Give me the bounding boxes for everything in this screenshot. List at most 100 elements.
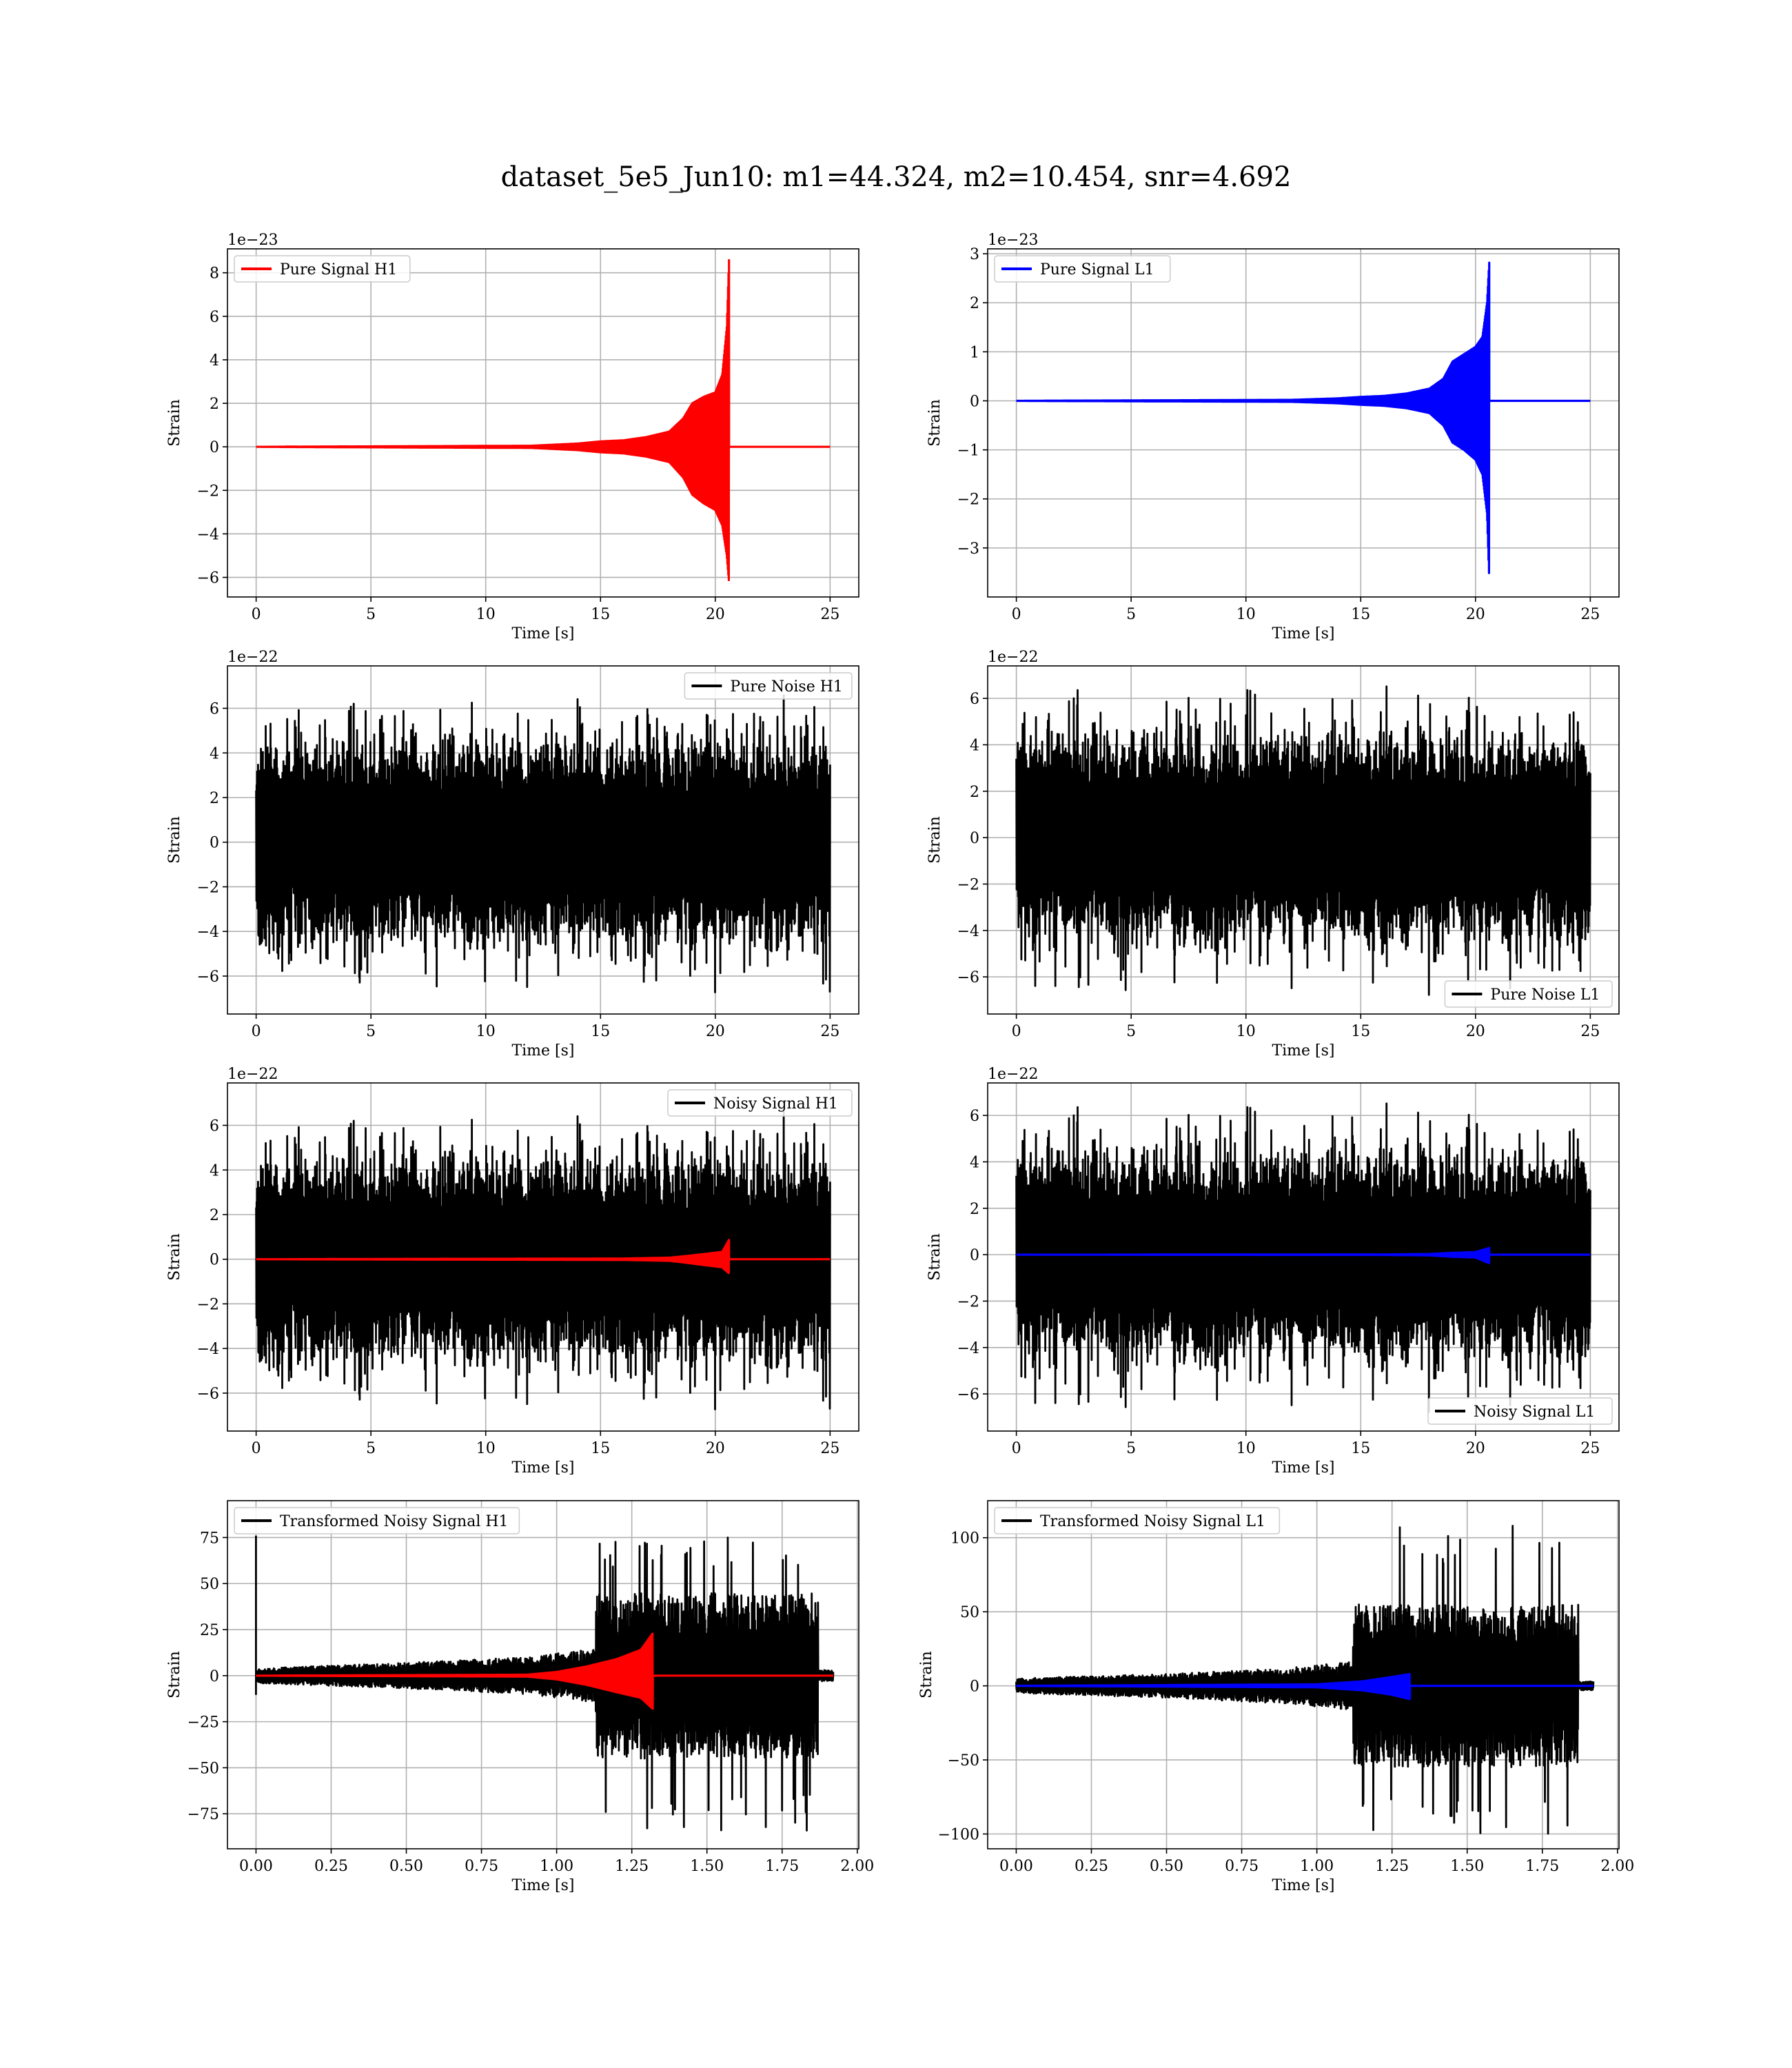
y-tick-label: −2 [957, 1293, 979, 1310]
y-tick-label: 6 [210, 1118, 219, 1135]
legend: Noisy Signal L1 [1427, 1397, 1613, 1425]
y-tick-label: 4 [210, 745, 219, 762]
axes-frame [227, 665, 859, 1015]
legend-label: Pure Noise H1 [730, 678, 843, 696]
legend-frame [667, 1089, 853, 1117]
series-line-1 [1015, 1672, 1594, 1701]
x-tick-label: 25 [1580, 606, 1600, 623]
series-line-0 [1015, 685, 1591, 996]
y-tick-label: 4 [970, 737, 979, 754]
legend-label: Pure Signal L1 [1040, 261, 1154, 278]
x-tick-label: 1.25 [615, 1858, 649, 1875]
y-tick-label: −3 [957, 540, 979, 558]
legend-frame [234, 1507, 520, 1534]
x-tick-label: 5 [1126, 1440, 1136, 1457]
legend: Pure Signal H1 [234, 255, 411, 283]
x-axis-label: Time [s] [511, 1459, 574, 1477]
x-axis-label: Time [s] [511, 625, 574, 642]
axes-frame [987, 1500, 1620, 1849]
x-tick-label: 1.75 [765, 1858, 799, 1875]
series-line-0 [1015, 1102, 1591, 1413]
y-tick-label: −2 [957, 876, 979, 893]
y-axis-label: Strain [926, 816, 944, 864]
y-offset-label: 1e−23 [988, 232, 1038, 249]
y-offset-label: 1e−22 [988, 649, 1038, 666]
y-tick-label: 0 [210, 835, 219, 852]
y-tick-label: 4 [970, 1154, 979, 1171]
x-tick-label: 20 [706, 1440, 725, 1457]
axes-frame [227, 1500, 859, 1849]
x-tick-label: 20 [1466, 1440, 1485, 1457]
y-offset-label: 1e−22 [227, 649, 278, 666]
x-tick-label: 15 [1351, 606, 1370, 623]
y-tick-label: −50 [187, 1760, 219, 1777]
x-tick-label: 25 [820, 1440, 839, 1457]
y-axis-label: Strain [926, 1233, 944, 1281]
x-tick-label: 0.50 [389, 1858, 423, 1875]
y-tick-label: 0 [210, 1668, 219, 1685]
y-tick-label: −6 [957, 969, 979, 986]
y-tick-label: 75 [200, 1530, 219, 1547]
x-tick-label: 0 [1012, 606, 1021, 623]
y-tick-label: −6 [197, 969, 219, 986]
x-tick-label: 0.75 [1225, 1858, 1259, 1875]
x-tick-label: 10 [1236, 1440, 1256, 1457]
x-tick-label: 0.00 [239, 1858, 273, 1875]
series-line-1 [255, 1239, 831, 1275]
axes-frame [227, 1082, 859, 1432]
x-tick-label: 20 [1466, 1023, 1485, 1040]
legend: Transformed Noisy Signal L1 [994, 1507, 1281, 1534]
x-tick-label: 0 [252, 606, 261, 623]
y-tick-label: 8 [210, 265, 219, 283]
y-axis-label: Strain [918, 1651, 935, 1699]
y-tick-label: −2 [197, 879, 219, 896]
y-tick-label: −100 [938, 1827, 979, 1844]
x-tick-label: 0 [1012, 1023, 1021, 1040]
subplot-transformed-noisy-signal-l1: 0.00 0.25 0.50 0.75 1.00 1.25 1.50 1.75 2.00 −100… [918, 1500, 1634, 1894]
subplot-pure-noise-h1: 0 5 10 15 20 25 −6 −4 −2 0 2 4 6 Time [s] Strain 1e−22 P… [166, 649, 859, 1060]
x-tick-label: 15 [591, 1023, 610, 1040]
legend: Pure Noise L1 [1444, 980, 1613, 1008]
subplot-pure-noise-l1: 0 5 10 15 20 25 −6 −4 −2 0 2 4 6 Time [s] Strain 1e−22 P… [926, 649, 1620, 1060]
series-line-1 [255, 1632, 833, 1710]
y-tick-label: 4 [210, 1162, 219, 1179]
y-tick-label: 0 [210, 439, 219, 456]
legend-label: Noisy Signal L1 [1474, 1403, 1595, 1421]
x-tick-label: 10 [476, 1023, 496, 1040]
legend-label: Pure Signal H1 [280, 261, 397, 278]
legend-frame [994, 255, 1171, 283]
x-tick-label: 0.25 [1075, 1858, 1108, 1875]
y-tick-label: −4 [957, 923, 979, 940]
x-tick-label: 10 [1236, 1023, 1256, 1040]
y-tick-label: −6 [197, 570, 219, 587]
axes-frame [227, 248, 859, 598]
x-tick-label: 25 [1580, 1440, 1600, 1457]
y-tick-label: −4 [197, 924, 219, 941]
y-axis-label: Strain [166, 399, 183, 447]
legend-label: Transformed Noisy Signal H1 [280, 1513, 509, 1530]
x-tick-label: 0.25 [314, 1858, 348, 1875]
x-tick-label: 10 [1236, 606, 1256, 623]
x-tick-label: 5 [366, 606, 376, 623]
y-tick-label: 0 [970, 1679, 979, 1696]
y-axis-label: Strain [166, 1651, 183, 1699]
series-line-0 [255, 258, 831, 582]
series-line-0 [1015, 261, 1591, 574]
x-tick-label: 1.00 [1300, 1858, 1334, 1875]
legend: Pure Noise H1 [684, 672, 853, 700]
x-tick-label: 10 [476, 606, 496, 623]
x-tick-label: 1.25 [1375, 1858, 1409, 1875]
x-tick-label: 0.00 [999, 1858, 1033, 1875]
y-tick-label: 0 [210, 1252, 219, 1269]
y-tick-label: 6 [210, 309, 219, 326]
y-tick-label: 50 [200, 1576, 219, 1593]
y-tick-label: 100 [950, 1530, 979, 1548]
x-tick-label: 0.75 [465, 1858, 498, 1875]
subplot-noisy-signal-h1: 0 5 10 15 20 25 −6 −4 −2 0 2 4 6 Time [s] Strain 1e−22 N… [166, 1066, 859, 1477]
subplot-transformed-noisy-signal-h1: 0.00 0.25 0.50 0.75 1.00 1.25 1.50 1.75 2.00 −75 −… [166, 1500, 874, 1894]
legend-label: Transformed Noisy Signal L1 [1040, 1513, 1265, 1530]
x-axis-label: Time [s] [1272, 1042, 1334, 1060]
y-tick-label: −6 [197, 1386, 219, 1403]
y-tick-label: 4 [210, 352, 219, 369]
